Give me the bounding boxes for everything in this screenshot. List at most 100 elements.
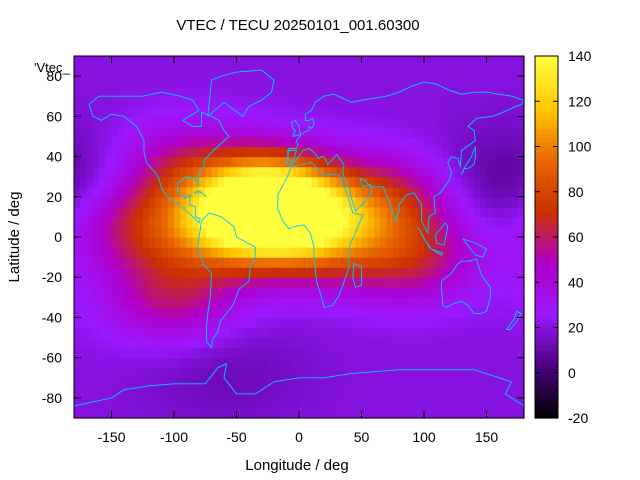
- heatmap-cell: [474, 357, 481, 369]
- heatmap-cell: [386, 247, 394, 258]
- heatmap-cell: [224, 267, 231, 278]
- heatmap-cell: [261, 226, 269, 238]
- heatmap-cell: [392, 156, 400, 168]
- heatmap-cell: [292, 76, 300, 87]
- heatmap-cell: [436, 106, 444, 117]
- heatmap-cell: [274, 146, 281, 158]
- heatmap-cell: [255, 407, 263, 419]
- heatmap-cell: [374, 337, 381, 349]
- heatmap-cell: [380, 96, 388, 107]
- heatmap-cell: [455, 106, 463, 117]
- heatmap-cell: [105, 76, 113, 87]
- heatmap-cell: [305, 337, 313, 349]
- heatmap-cell: [467, 176, 475, 188]
- heatmap-cell: [392, 267, 400, 278]
- colorbar-segment: [535, 164, 558, 170]
- heatmap-cell: [442, 216, 450, 228]
- heatmap-cell: [136, 347, 144, 359]
- heatmap-cell: [167, 216, 175, 228]
- heatmap-cell: [480, 186, 488, 198]
- heatmap-cell: [380, 176, 388, 188]
- heatmap-cell: [455, 216, 463, 228]
- heatmap-cell: [111, 357, 119, 369]
- heatmap-cell: [355, 66, 363, 77]
- heatmap-cell: [317, 277, 325, 288]
- colorbar-segment: [535, 350, 558, 356]
- heatmap-cell: [136, 196, 144, 208]
- heatmap-cell: [455, 176, 463, 188]
- heatmap-cell: [442, 377, 450, 389]
- heatmap-cell: [117, 186, 125, 198]
- heatmap-cell: [305, 56, 313, 67]
- heatmap-cell: [230, 66, 238, 77]
- heatmap-cell: [199, 116, 206, 127]
- heatmap-cell: [311, 357, 319, 369]
- colorbar-segment: [535, 214, 558, 220]
- heatmap-cell: [349, 116, 356, 127]
- heatmap-cell: [392, 76, 400, 87]
- heatmap-cell: [74, 76, 81, 87]
- heatmap-cell: [180, 86, 188, 97]
- heatmap-cell: [124, 247, 131, 258]
- heatmap-cell: [474, 337, 481, 349]
- heatmap-cell: [399, 216, 406, 228]
- heatmap-cell: [517, 66, 525, 77]
- heatmap-cell: [486, 206, 494, 218]
- heatmap-cell: [455, 277, 463, 288]
- heatmap-cell: [461, 136, 469, 148]
- heatmap-cell: [136, 267, 144, 278]
- heatmap-cell: [349, 86, 356, 97]
- heatmap-cell: [486, 267, 494, 278]
- coastline: [286, 150, 298, 166]
- heatmap-cell: [449, 226, 456, 238]
- heatmap-cell: [380, 86, 388, 97]
- heatmap-cell: [242, 297, 250, 308]
- heatmap-cell: [392, 397, 400, 409]
- heatmap-cell: [317, 146, 325, 158]
- heatmap-cell: [161, 317, 169, 329]
- heatmap-cell: [199, 387, 206, 399]
- heatmap-cell: [411, 387, 419, 399]
- heatmap-cell: [517, 377, 525, 389]
- heatmap-cell: [117, 96, 125, 107]
- heatmap-cell: [242, 186, 250, 198]
- heatmap-cell: [324, 126, 331, 138]
- heatmap-cell: [167, 206, 175, 218]
- heatmap-cell: [374, 367, 381, 379]
- heatmap-cell: [186, 397, 194, 409]
- heatmap-cell: [374, 327, 381, 339]
- heatmap-cell: [324, 196, 331, 208]
- heatmap-cell: [467, 317, 475, 329]
- heatmap-cell: [286, 116, 294, 127]
- heatmap-cell: [186, 297, 194, 308]
- heatmap-cell: [161, 126, 169, 138]
- heatmap-cell: [199, 257, 206, 268]
- heatmap-cell: [80, 126, 88, 138]
- heatmap-cell: [230, 277, 238, 288]
- heatmap-cell: [361, 357, 369, 369]
- heatmap-cell: [330, 116, 338, 127]
- heatmap-cell: [217, 247, 225, 258]
- heatmap-cell: [74, 397, 81, 409]
- heatmap-cell: [386, 66, 394, 77]
- heatmap-cell: [499, 86, 506, 97]
- heatmap-cell: [92, 257, 100, 268]
- heatmap-cell: [499, 136, 506, 148]
- heatmap-cell: [186, 347, 194, 359]
- y-tick-label: 40: [46, 149, 62, 165]
- heatmap-cell: [311, 106, 319, 117]
- heatmap-cell: [367, 76, 375, 87]
- heatmap-cell: [161, 116, 169, 127]
- heatmap-cell: [255, 126, 263, 138]
- heatmap-cell: [380, 136, 388, 148]
- heatmap-cell: [230, 136, 238, 148]
- heatmap-cell: [155, 146, 163, 158]
- heatmap-cell: [411, 287, 419, 298]
- heatmap-cell: [486, 96, 494, 107]
- heatmap-cell: [280, 377, 288, 389]
- heatmap-cell: [424, 56, 431, 67]
- heatmap-cell: [505, 206, 513, 218]
- heatmap-cell: [224, 186, 231, 198]
- heatmap-cell: [199, 216, 206, 228]
- heatmap-cell: [261, 186, 269, 198]
